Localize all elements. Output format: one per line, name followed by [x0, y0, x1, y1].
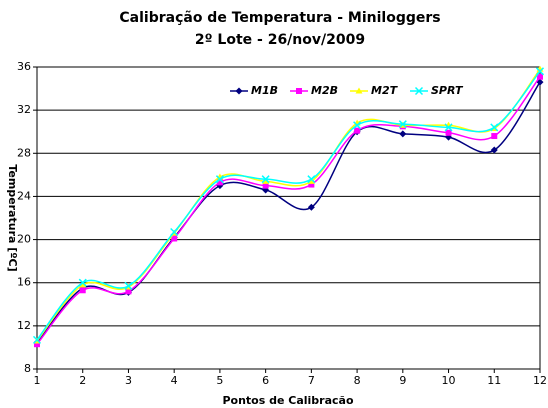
marker: [262, 182, 269, 189]
marker: [216, 179, 223, 186]
marker: [124, 281, 133, 290]
x-tick-label: 4: [171, 374, 178, 387]
marker: [262, 177, 270, 184]
x-axis-label: Pontos de Calibracão: [222, 394, 354, 407]
x-tick-label: 2: [79, 374, 86, 387]
x-tick-label: 10: [442, 374, 456, 387]
x-tick-label: 8: [354, 374, 361, 387]
marker: [307, 203, 315, 211]
marker: [491, 133, 498, 140]
x-tick-label: 9: [399, 374, 406, 387]
legend-label: SPRT: [431, 84, 464, 97]
y-tick-label: 8: [24, 362, 31, 375]
legend-item: M2T: [350, 84, 399, 97]
y-tick-label: 24: [17, 189, 31, 202]
marker: [490, 146, 498, 154]
marker: [535, 67, 545, 76]
legend-label: M1B: [251, 84, 278, 97]
marker: [296, 88, 302, 94]
series-line: [36, 76, 541, 345]
marker: [78, 278, 87, 287]
y-tick-label: 12: [17, 319, 31, 332]
y-axis-label: Temperatura [ºC]: [6, 164, 19, 271]
marker: [170, 227, 179, 237]
x-tick-label: 1: [34, 374, 41, 387]
y-tick-label: 32: [17, 103, 31, 116]
x-tick-label: 12: [533, 374, 547, 387]
series-line: [36, 70, 541, 341]
y-tick-label: 36: [17, 60, 31, 73]
marker: [215, 175, 224, 184]
marker: [537, 73, 543, 80]
x-tick-label: 5: [216, 374, 223, 387]
marker: [399, 130, 407, 138]
legend-item: M2B: [290, 84, 338, 97]
marker: [307, 177, 315, 184]
y-tick-label: 16: [17, 276, 31, 289]
marker: [125, 288, 132, 295]
marker: [444, 123, 453, 132]
marker: [490, 123, 499, 132]
legend-label: M2B: [311, 84, 338, 97]
x-tick-label: 7: [308, 374, 315, 387]
marker: [32, 335, 42, 344]
marker: [353, 121, 362, 130]
chart-subtitle: 2º Lote - 26/nov/2009: [195, 32, 365, 48]
legend-item: SPRT: [410, 84, 464, 97]
legend-label: M2T: [371, 84, 399, 97]
series-line: [36, 68, 541, 342]
marker: [171, 235, 178, 242]
marker: [355, 87, 363, 94]
x-tick-label: 11: [487, 374, 501, 387]
marker: [79, 287, 86, 294]
x-tick-label: 6: [262, 374, 269, 387]
x-tick-label: 3: [125, 374, 132, 387]
marker: [398, 120, 407, 129]
marker: [307, 175, 316, 184]
marker: [354, 127, 361, 134]
plot-area: [36, 66, 541, 370]
marker: [414, 86, 424, 96]
marker: [445, 129, 452, 136]
marker: [261, 175, 270, 184]
y-tick-label: 28: [17, 146, 31, 159]
legend-item: M1B: [230, 84, 278, 97]
marker: [34, 341, 40, 348]
marker: [235, 87, 243, 95]
marker: [79, 281, 87, 288]
chart-title: Calibração de Temperatura - Miniloggers: [119, 10, 440, 26]
y-tick-label: 20: [17, 233, 31, 246]
marker: [308, 181, 315, 188]
